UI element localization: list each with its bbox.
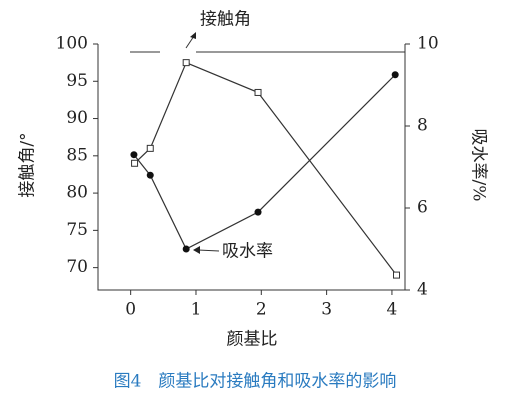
point xyxy=(254,88,262,96)
x-tick-label: 3 xyxy=(321,300,332,320)
point xyxy=(254,208,262,216)
y2-tick-label: 6 xyxy=(417,198,428,218)
x-tick-label: 0 xyxy=(125,300,136,320)
arrow-head xyxy=(190,32,196,39)
point xyxy=(146,144,154,152)
y-tick-label: 90 xyxy=(66,108,88,128)
point xyxy=(182,245,190,253)
point xyxy=(130,151,138,159)
y2-tick-label: 4 xyxy=(417,280,428,300)
annotation-arrow xyxy=(185,35,195,49)
y-tick-label: 80 xyxy=(66,183,88,203)
annotation: 接触角 xyxy=(200,10,251,30)
x-tick-label: 1 xyxy=(191,300,202,320)
x-tick-label: 4 xyxy=(387,300,398,320)
annotation: 吸水率 xyxy=(222,242,273,262)
y2-tick-label: 8 xyxy=(417,116,428,136)
annotation-arrow xyxy=(197,249,220,252)
y-tick-label: 70 xyxy=(66,257,88,277)
y-tick-label: 100 xyxy=(56,34,88,54)
y-axis-label: 接触角/° xyxy=(18,132,38,197)
plot-frame xyxy=(97,44,406,291)
y-tick-label: 85 xyxy=(66,145,88,165)
point xyxy=(182,59,190,67)
point xyxy=(393,271,401,279)
y2-axis-label: 吸水率/% xyxy=(469,129,489,202)
y-tick-label: 95 xyxy=(66,71,88,91)
point xyxy=(131,159,139,167)
point xyxy=(391,71,399,79)
y2-tick-label: 10 xyxy=(417,34,439,54)
x-axis-label: 颜基比 xyxy=(227,330,278,350)
y-tick-label: 75 xyxy=(66,220,88,240)
arrow-head xyxy=(193,246,200,254)
x-tick-label: 2 xyxy=(256,300,267,320)
point xyxy=(146,171,154,179)
caption: 图4 颜基比对接触角和吸水率的影响 xyxy=(114,372,397,392)
